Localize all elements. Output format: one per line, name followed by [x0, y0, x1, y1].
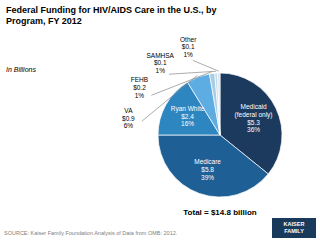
slice-label-line: $5.3: [247, 119, 260, 126]
logo: KAISERFAMILY: [272, 218, 316, 238]
slice-label-external-line: $0.1: [182, 43, 195, 50]
slice-label-external-line: Other: [180, 36, 197, 43]
slice-label-external-line: VA: [124, 107, 133, 114]
slice-label-line: Medicare: [194, 158, 221, 165]
pie-slice: [210, 73, 220, 135]
chart-container: Federal Funding for HIV/AIDS Care in the…: [0, 0, 320, 240]
pie: [158, 73, 282, 197]
pie-slice: [217, 73, 220, 135]
slice-label-external-line: FEHB: [131, 76, 148, 83]
slice-label-line: (federal only): [235, 111, 273, 119]
total-label-line: Total = $14.8 billion: [183, 208, 257, 217]
chart-subtitle-line: In Billions: [6, 66, 36, 73]
slice-label-external-line: $0.9: [122, 115, 135, 122]
leader-line: [193, 60, 219, 71]
slice-label-external-line: 1%: [183, 51, 193, 58]
source-note-line: SOURCE: Kaiser Family Foundation Analysi…: [4, 230, 178, 236]
leader-line: [151, 72, 212, 96]
slice-label-external-line: 1%: [135, 92, 145, 99]
logo-text-line: FAMILY: [284, 228, 304, 234]
slice-label-line: 39%: [201, 174, 214, 181]
slice-label-line: 16%: [181, 120, 194, 127]
slice-labels: Medicaid(federal only)$5.336%Medicare$5.…: [122, 36, 272, 181]
logo-text-line: KAISER: [284, 221, 305, 227]
slice-label: Medicaid(federal only)$5.336%: [235, 103, 273, 133]
slice-label: Medicare$5.839%: [194, 158, 221, 181]
slice-label-external-line: 1%: [156, 67, 166, 74]
pie-slice: [158, 135, 268, 197]
slice-label-external: Other$0.11%: [180, 36, 197, 59]
leader-line: [142, 75, 198, 121]
slice-label-external-line: SAMHSA: [146, 52, 174, 59]
slice-label-external: VA$0.96%: [122, 107, 135, 130]
slice-label-external-line: $0.1: [154, 59, 167, 66]
chart-title: Federal Funding for HIV/AIDS Care in the…: [6, 5, 217, 26]
slice-label-line: $5.8: [201, 166, 214, 173]
slice-label-external-line: 6%: [124, 122, 134, 129]
logo-text: KAISERFAMILY: [284, 221, 305, 234]
total-label: Total = $14.8 billion: [183, 208, 257, 217]
slice-label-external-line: $0.2: [133, 84, 146, 91]
source-note: SOURCE: Kaiser Family Foundation Analysi…: [4, 230, 178, 236]
chart-title-line: Federal Funding for HIV/AIDS Care in the…: [6, 5, 217, 15]
pie-slice: [215, 73, 220, 135]
chart-title-line: Program, FY 2012: [6, 16, 82, 26]
slice-label-line: $2.4: [181, 113, 194, 120]
chart-subtitle: In Billions: [6, 66, 36, 73]
slice-label-external: SAMHSA$0.11%: [146, 52, 174, 75]
slice-label: Ryan White$2.416%: [171, 105, 205, 128]
slice-label-line: 36%: [247, 126, 260, 133]
logo-box: [272, 218, 316, 238]
slice-label-line: Medicaid: [241, 103, 267, 110]
slice-label-line: Ryan White: [171, 105, 205, 113]
chart-svg: Federal Funding for HIV/AIDS Care in the…: [0, 0, 320, 240]
slice-label-external: FEHB$0.21%: [131, 76, 148, 99]
